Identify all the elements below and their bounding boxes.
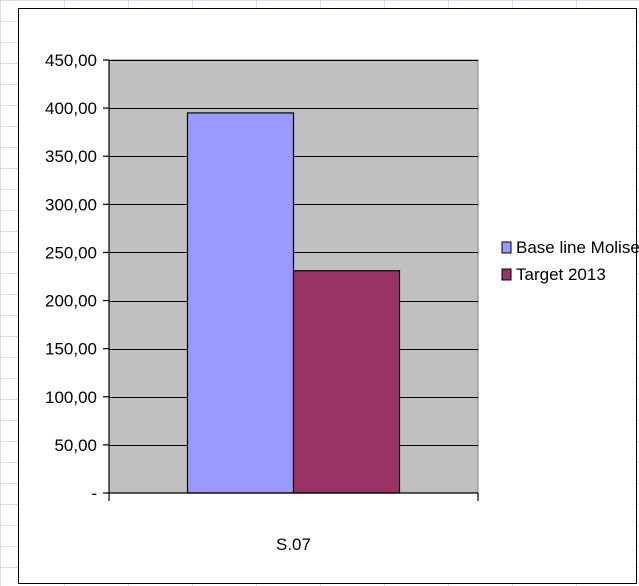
bar-base-line-molise [186,112,295,494]
y-tick-label: 450,00 [45,51,97,70]
y-tick-label: 50,00 [54,436,97,455]
y-tick-label: 200,00 [45,292,97,311]
legend-swatch [501,241,512,254]
bars [186,112,401,494]
axes [103,59,479,501]
legend-label: Base line Molise [516,238,639,257]
legend-swatch [501,268,512,281]
y-tick-label: 300,00 [45,195,97,214]
y-tick-label: 400,00 [45,99,97,118]
legend-label: Target 2013 [516,265,606,284]
y-tick-label: 350,00 [45,147,97,166]
x-tick-labels: S.07 [276,535,311,554]
y-tick-label: 250,00 [45,243,97,262]
y-tick-label: 150,00 [45,340,97,359]
legend: Base line Molise Target 2013 [501,238,639,284]
bar-target-2013 [292,270,401,494]
y-tick-labels: - 50,00 100,00 150,00 200,00 250,00 300,00 350,… [45,51,97,503]
y-tick-label: 100,00 [45,388,97,407]
y-tick-label: - [91,484,97,503]
x-tick-label: S.07 [276,535,311,554]
